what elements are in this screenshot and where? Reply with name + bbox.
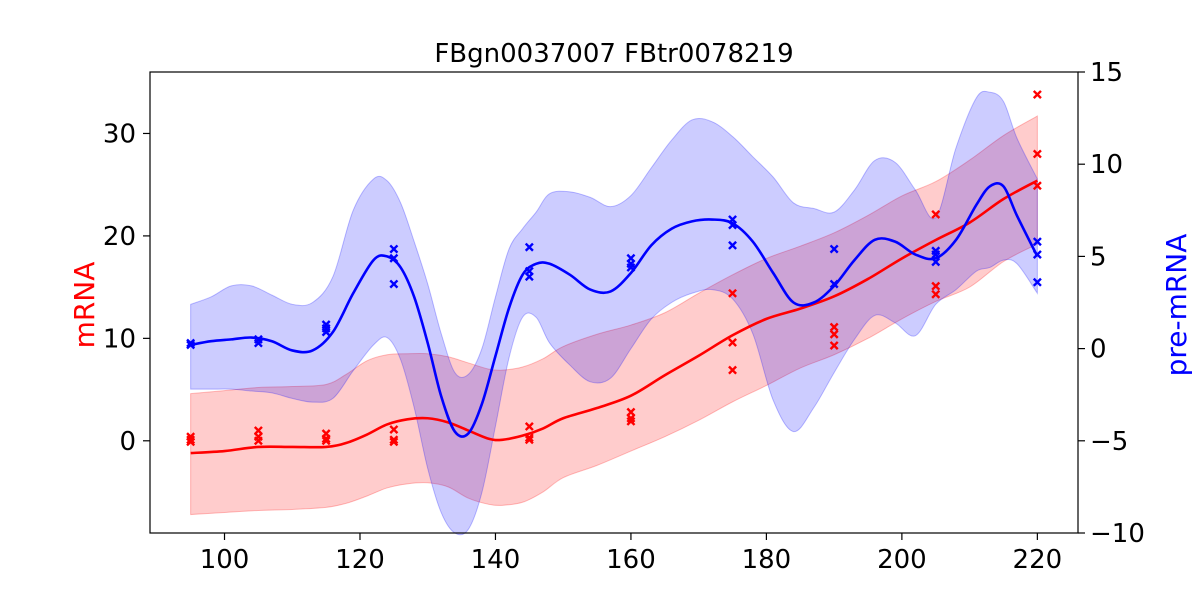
pre-mrna-observation-marker [1032, 237, 1042, 247]
right-y-tick-label: −10 [1090, 519, 1145, 549]
mrna-observation-marker [253, 436, 263, 446]
mrna-observation-marker [626, 413, 636, 423]
x-axis: 100 120 140 160 180 200 220 [200, 533, 1062, 575]
x-tick-label: 140 [471, 545, 521, 575]
chart-title: FBgn0037007 FBtr0078219 [434, 39, 793, 69]
right-y-axis: −10 −5 0 5 10 15 [1078, 58, 1145, 549]
right-y-tick-label: −5 [1090, 427, 1128, 457]
pre-mrna-observation-marker [728, 220, 737, 230]
pre-mrna-observation-marker [321, 327, 331, 337]
mrna-observation-marker [524, 422, 534, 431]
mrna-observation-marker [1032, 181, 1042, 191]
pre-mrna-observation-marker [829, 244, 839, 254]
mrna-mean-line [190, 179, 1038, 455]
right-y-tick-label: 5 [1090, 242, 1107, 272]
mrna-observation-marker [524, 433, 534, 443]
mrna-observation-marker [321, 434, 331, 444]
pre-mrna-mean-line [190, 182, 1039, 438]
x-tick-label: 220 [1013, 545, 1063, 575]
x-tick-label: 100 [200, 545, 250, 575]
mrna-observation-marker [829, 341, 839, 350]
right-y-tick-label: 15 [1090, 58, 1123, 88]
left-y-tick-label: 30 [103, 119, 136, 149]
left-y-axis: 0 10 20 30 [103, 119, 150, 457]
pre-mrna-observation-marker [1032, 277, 1042, 287]
left-y-tick-label: 0 [119, 427, 136, 457]
right-axis-label: pre-mRNA [1160, 234, 1193, 377]
mrna-observation-marker [931, 281, 941, 291]
pre-mrna-observation-marker [186, 340, 196, 350]
pre-mrna-observation-marker [728, 240, 737, 250]
mrna-observation-marker [728, 288, 737, 298]
mrna-confidence-band [190, 115, 1038, 516]
left-axis-label: mRNA [68, 262, 101, 349]
x-tick-label: 160 [606, 545, 656, 575]
plot-frame [149, 71, 1079, 534]
x-tick-label: 200 [877, 545, 927, 575]
mrna-observation-marker [389, 437, 399, 447]
pre-mrna-observation-marker [524, 272, 534, 282]
mrna-observation-marker [321, 436, 331, 446]
mrna-observation-marker [626, 416, 636, 426]
mrna-observation-marker [389, 435, 399, 445]
mrna-observation-marker [829, 322, 839, 332]
mrna-observation-marker [186, 435, 196, 445]
pre-mrna-observation-marker [931, 250, 941, 260]
pre-mrna-observation-marker [186, 338, 196, 348]
pre-mrna-observation-marker [253, 338, 263, 348]
pre-mrna-observation-marker [524, 242, 534, 252]
mrna-observation-marker [1032, 90, 1042, 99]
left-y-tick-label: 20 [103, 222, 136, 252]
right-y-tick-label: 0 [1090, 335, 1107, 365]
mrna-observation-marker [186, 437, 196, 447]
pre-mrna-observation-marker [389, 253, 399, 263]
mrna-observation-marker [389, 425, 399, 434]
plot-area [186, 90, 1042, 536]
right-y-tick-label: 10 [1090, 150, 1123, 180]
observations [186, 90, 1042, 447]
mrna-observation-marker [1032, 149, 1042, 159]
pre-mrna-observation-marker [829, 279, 839, 289]
mrna-observation-marker [728, 338, 737, 347]
x-tick-label: 180 [742, 545, 792, 575]
pre-mrna-observation-marker [389, 279, 399, 289]
mean-curves [190, 179, 1039, 455]
mrna-observation-marker [829, 329, 839, 339]
pre-mrna-observation-marker [931, 257, 941, 267]
pre-mrna-observation-marker [626, 263, 636, 272]
x-tick-label: 120 [335, 545, 385, 575]
mrna-observation-marker [728, 365, 737, 375]
left-y-tick-label: 10 [103, 324, 136, 354]
pre-mrna-observation-marker [389, 244, 399, 254]
pre-mrna-observation-marker [1032, 250, 1042, 260]
uncertainty-bands [190, 90, 1038, 536]
mrna-observation-marker [931, 209, 941, 219]
mrna-observation-marker [524, 435, 534, 445]
mrna-observation-marker [931, 289, 941, 299]
